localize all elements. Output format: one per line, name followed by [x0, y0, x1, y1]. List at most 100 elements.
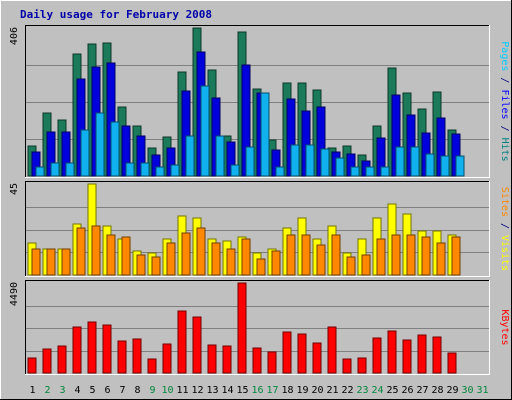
- bar-kbytes-day-14: [222, 345, 232, 374]
- side-legend-part: /: [499, 71, 510, 89]
- bar-pages-day-11: [185, 135, 195, 177]
- day-label-23: 23: [356, 385, 368, 396]
- bar-kbytes-day-3: [57, 345, 67, 374]
- bar-pages-day-7: [125, 162, 135, 177]
- x-axis-day-labels: 1 2 3 4 5 6 7 8 9 10 11 12 13 14 15 16 17 18 19 20 21 22 23 24 2…: [29, 385, 488, 396]
- day-label-14: 14: [221, 385, 233, 396]
- bar-pages-day-25: [395, 146, 405, 177]
- day-label-5: 5: [89, 385, 95, 396]
- bar-sites-day-11: [181, 232, 191, 276]
- bar-kbytes-day-17: [267, 351, 277, 374]
- day-label-16: 16: [251, 385, 263, 396]
- bar-kbytes-day-11: [177, 310, 187, 374]
- bar-kbytes-day-29: [447, 352, 457, 374]
- bar-sites-day-14: [226, 248, 236, 276]
- panel-bottom: 4490 KBytes: [9, 280, 510, 375]
- day-label-29: 29: [446, 385, 458, 396]
- bar-sites-day-23: [361, 254, 371, 276]
- day-label-27: 27: [416, 385, 428, 396]
- bar-kbytes-day-16: [252, 347, 262, 374]
- side-legend-part: /: [499, 217, 510, 235]
- bar-kbytes-day-1: [27, 357, 37, 374]
- day-label-1: 1: [29, 385, 35, 396]
- bar-pages-day-22: [350, 166, 360, 177]
- chart-title: Daily usage for February 2008: [20, 8, 212, 21]
- day-label-10: 10: [161, 385, 173, 396]
- bar-sites-day-3: [61, 248, 71, 276]
- panel-top-side-legend: Pages / Files / Hits: [499, 41, 510, 161]
- side-legend-part: /: [499, 120, 510, 138]
- day-label-21: 21: [326, 385, 338, 396]
- day-label-7: 7: [119, 385, 125, 396]
- bar-kbytes-day-18: [282, 331, 292, 374]
- day-label-18: 18: [281, 385, 293, 396]
- bar-sites-day-10: [166, 242, 176, 276]
- bar-kbytes-day-6: [102, 324, 112, 374]
- bar-sites-day-6: [106, 234, 116, 276]
- side-legend-part: Pages: [499, 41, 510, 71]
- bar-pages-day-20: [320, 148, 330, 177]
- day-label-30: 30: [461, 385, 473, 396]
- bar-kbytes-day-5: [87, 321, 97, 374]
- bar-pages-day-3: [65, 162, 75, 177]
- panel-middle-side-legend: Sites / Visits: [499, 187, 510, 271]
- panel-middle-scale-label: 45: [9, 183, 20, 195]
- bar-sites-day-9: [151, 256, 161, 276]
- bar-kbytes-day-2: [42, 348, 52, 374]
- bar-kbytes-day-8: [132, 338, 142, 374]
- bar-kbytes-day-23: [357, 357, 367, 374]
- side-legend-part: Hits: [499, 138, 510, 162]
- bar-pages-day-6: [110, 121, 120, 177]
- bar-kbytes-day-9: [147, 358, 157, 374]
- bar-kbytes-day-25: [387, 330, 397, 374]
- bar-pages-day-8: [140, 162, 150, 177]
- bar-pages-day-29: [455, 155, 465, 177]
- bar-sites-day-5: [91, 225, 101, 276]
- bar-pages-day-17: [275, 166, 285, 177]
- bar-pages-day-2: [50, 162, 60, 177]
- panel-top: 406 Pages / Files / Hits: [9, 25, 510, 178]
- day-label-9: 9: [149, 385, 155, 396]
- day-label-15: 15: [236, 385, 248, 396]
- bar-pages-day-1: [35, 166, 45, 177]
- bar-pages-day-27: [425, 153, 435, 177]
- day-label-2: 2: [44, 385, 50, 396]
- series-pages: [35, 85, 465, 177]
- bar-sites-day-1: [31, 248, 41, 276]
- bar-sites-day-20: [316, 244, 326, 276]
- bar-sites-day-26: [406, 234, 416, 276]
- day-label-31: 31: [476, 385, 488, 396]
- bar-sites-day-21: [331, 234, 341, 276]
- bar-sites-day-16: [256, 258, 266, 276]
- bar-sites-day-15: [241, 238, 251, 276]
- day-label-26: 26: [401, 385, 413, 396]
- bar-kbytes-day-26: [402, 339, 412, 374]
- bar-pages-day-24: [380, 166, 390, 177]
- panel-middle: 45 Sites / Visits: [9, 181, 510, 277]
- day-label-17: 17: [266, 385, 278, 396]
- day-label-25: 25: [386, 385, 398, 396]
- day-label-22: 22: [341, 385, 353, 396]
- bar-kbytes-day-19: [297, 333, 307, 374]
- day-label-13: 13: [206, 385, 218, 396]
- day-label-4: 4: [74, 385, 80, 396]
- series-kbytes: [27, 282, 457, 374]
- day-label-11: 11: [176, 385, 188, 396]
- day-label-19: 19: [296, 385, 308, 396]
- bar-pages-day-19: [305, 144, 315, 177]
- bar-sites-day-18: [286, 234, 296, 276]
- bar-pages-day-21: [335, 157, 345, 177]
- bar-pages-day-5: [95, 112, 105, 177]
- panel-bottom-side-legend: KBytes: [499, 309, 510, 345]
- side-legend-part: KBytes: [499, 309, 510, 345]
- side-legend-part: Visits: [499, 235, 510, 271]
- bar-kbytes-day-28: [432, 336, 442, 374]
- bar-pages-day-9: [155, 166, 165, 177]
- bar-kbytes-day-10: [162, 343, 172, 374]
- bar-sites-day-25: [391, 234, 401, 276]
- bar-kbytes-day-24: [372, 337, 382, 374]
- bar-sites-day-12: [196, 227, 206, 276]
